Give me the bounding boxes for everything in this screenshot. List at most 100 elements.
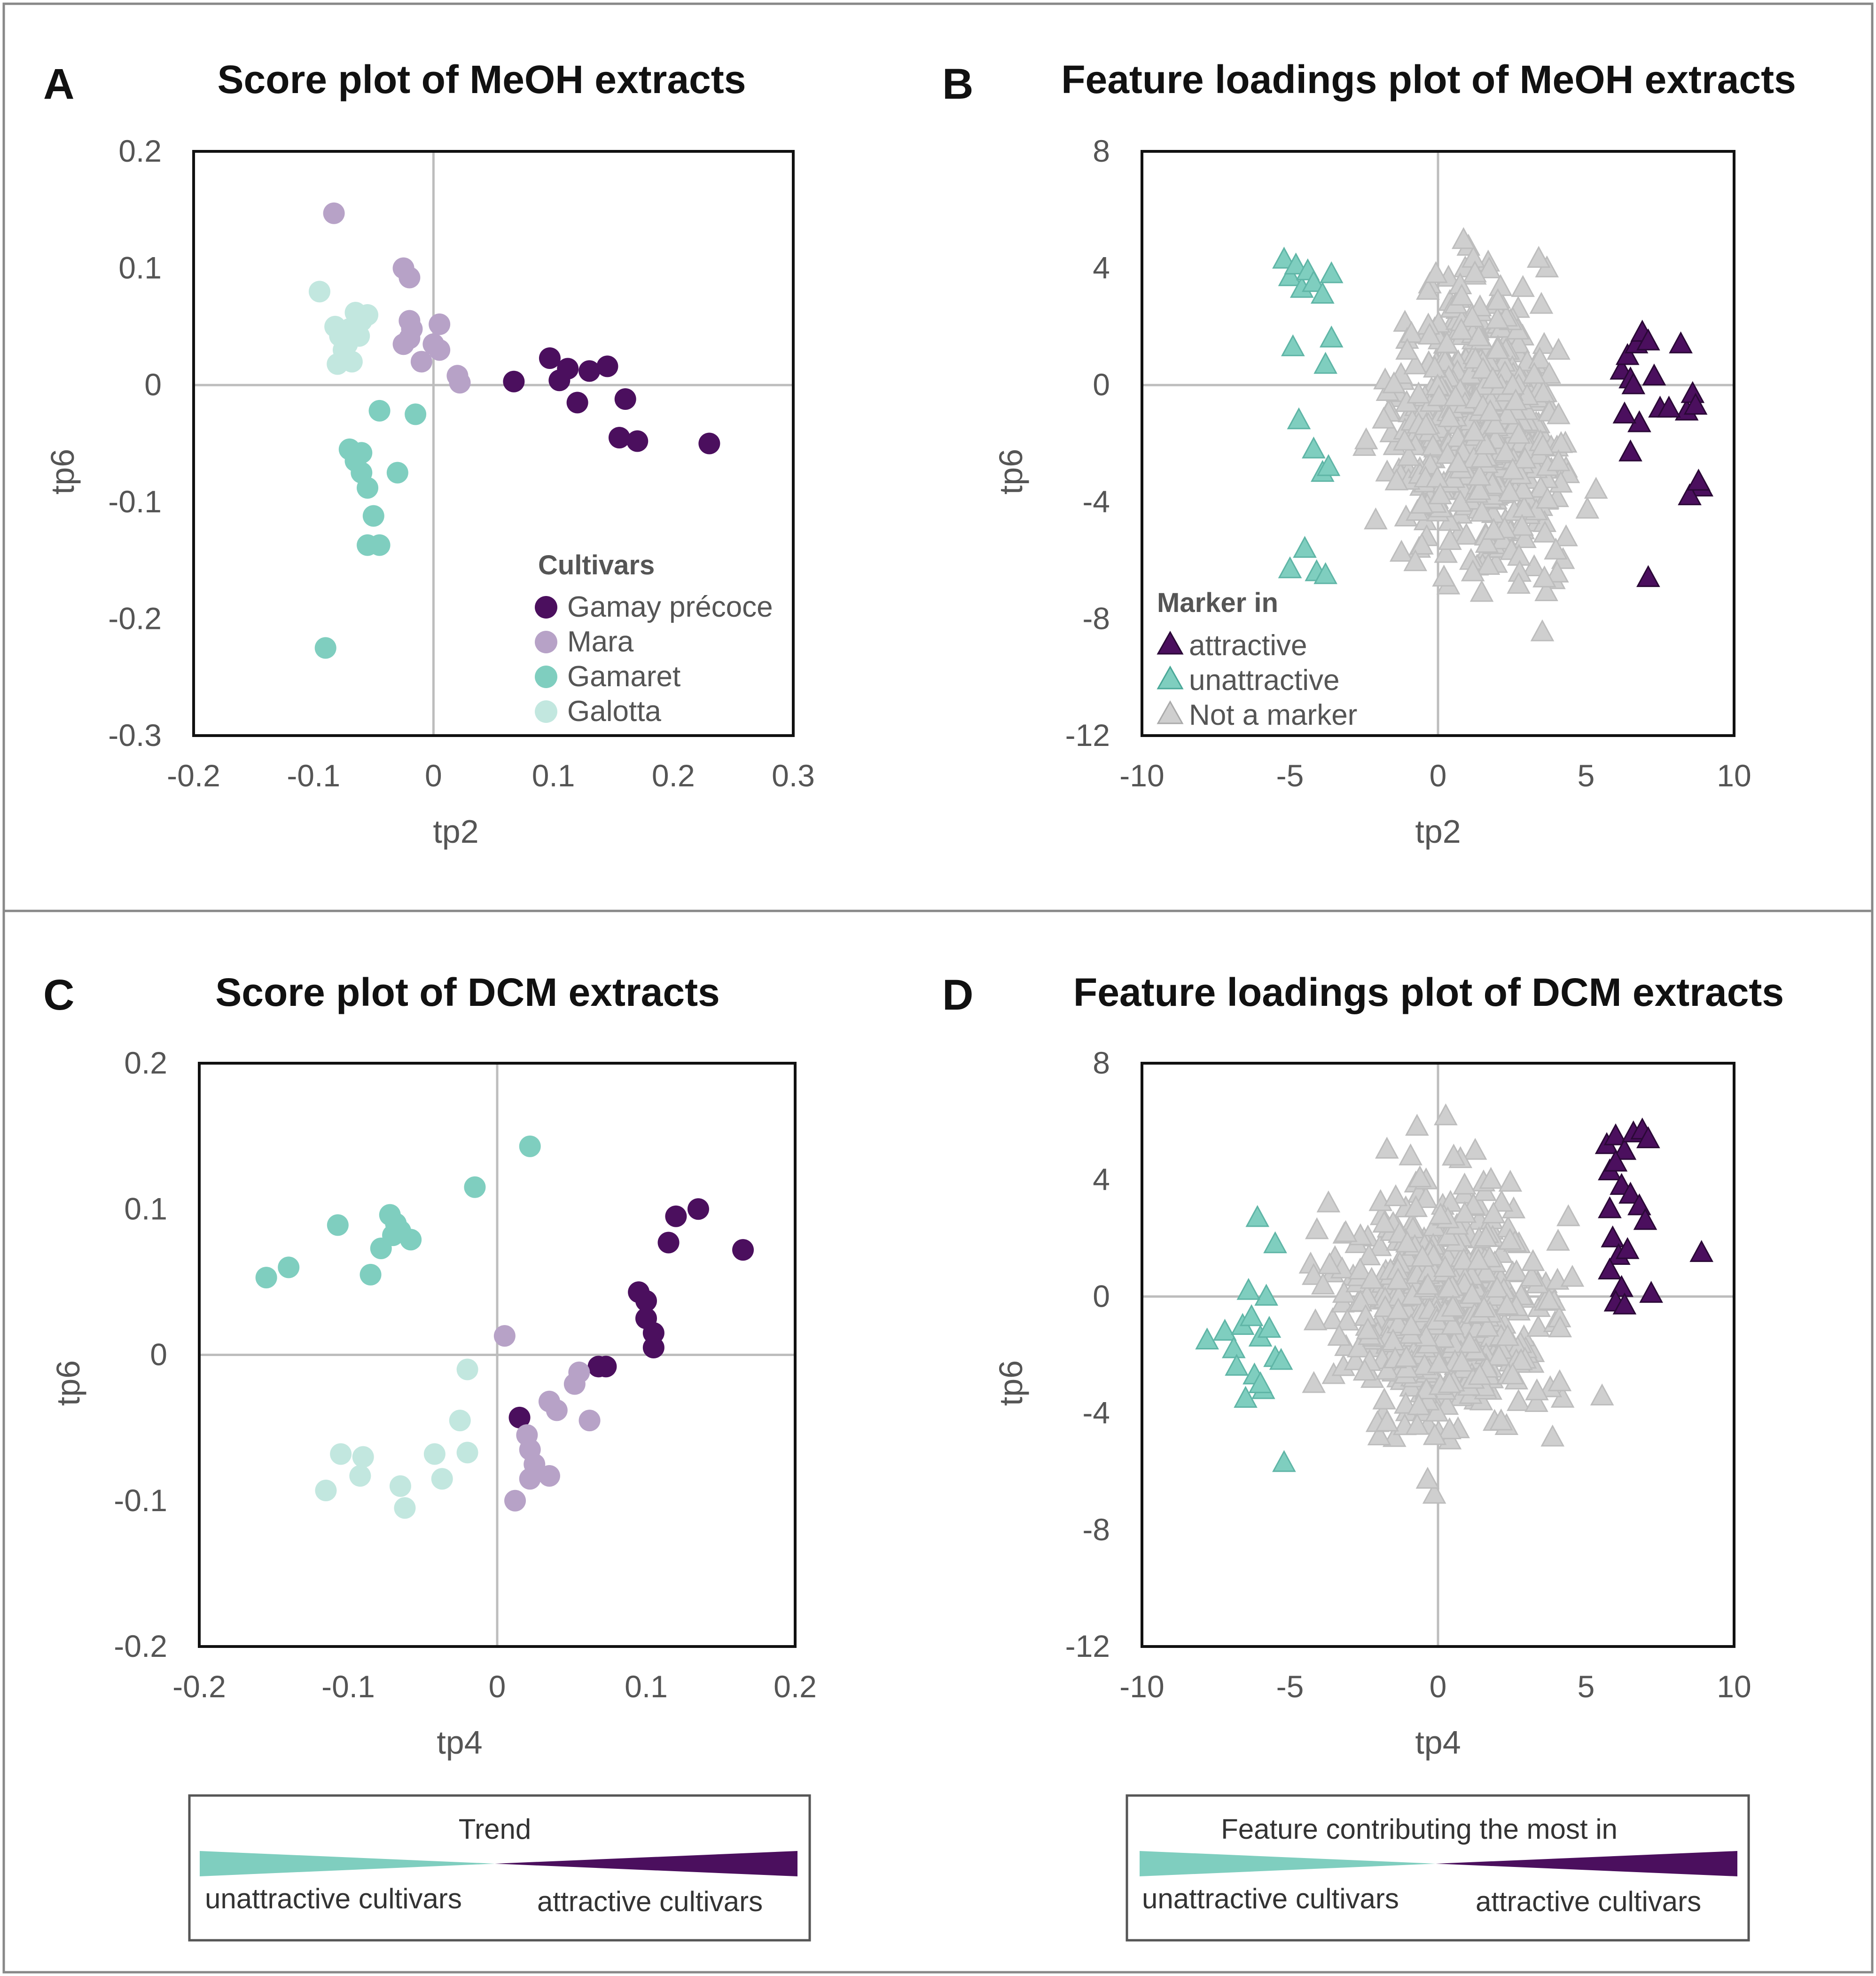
point-attractive — [1612, 1292, 1637, 1315]
not-marker-point — [1547, 449, 1571, 471]
y-tick-label: -0.3 — [108, 718, 162, 753]
not-marker-point — [1410, 492, 1434, 514]
point-unattractive — [1313, 352, 1337, 374]
x-tick-label: 0.2 — [652, 758, 695, 793]
not-marker-point — [1421, 433, 1445, 456]
not-marker-point — [1501, 457, 1525, 480]
not-marker-point — [1450, 1349, 1474, 1372]
feature-left-label: unattractive cultivars — [1142, 1883, 1399, 1914]
legend-marker-galotta — [535, 700, 557, 723]
not-marker-point — [1546, 1229, 1570, 1251]
not-marker-point — [1303, 1308, 1328, 1331]
legend-marker-gamaret — [535, 666, 557, 688]
legend-marker-gamay — [535, 596, 557, 619]
point-gamaret — [519, 1135, 541, 1157]
not-marker-point — [1471, 357, 1495, 379]
point-gamaret — [368, 400, 391, 422]
point-mara — [429, 313, 451, 335]
point-galotta — [357, 304, 379, 326]
not-marker-point — [1346, 1335, 1371, 1357]
not-marker-point — [1408, 1165, 1432, 1187]
point-mara — [429, 339, 451, 361]
point-gamay-pr-coce — [732, 1239, 754, 1261]
point-mara — [578, 1410, 601, 1432]
not-marker-point — [1375, 1409, 1399, 1432]
y-tick-label: -0.1 — [114, 1483, 167, 1518]
point-attractive — [1683, 392, 1708, 415]
not-marker-point — [1501, 1362, 1525, 1385]
not-marker-point — [1449, 318, 1473, 340]
not-marker-point — [1483, 412, 1508, 434]
point-gamay-pr-coce — [608, 427, 630, 449]
point-mara — [504, 1490, 526, 1512]
not-marker-point — [1513, 447, 1537, 469]
not-marker-point — [1590, 1383, 1614, 1406]
point-galotta — [431, 1468, 453, 1490]
point-unattractive — [1302, 436, 1326, 459]
not-marker-point — [1372, 1387, 1397, 1410]
point-unattractive — [1254, 1284, 1278, 1306]
x-tick-label: -10 — [1119, 758, 1164, 793]
x-tick-label: 0.1 — [625, 1669, 668, 1704]
panel-letter-d: D — [942, 971, 973, 1019]
point-gamay-pr-coce — [578, 360, 601, 382]
not-marker-point — [1437, 1276, 1461, 1298]
not-marker-point — [1410, 533, 1434, 555]
not-marker-point — [1460, 1282, 1484, 1304]
not-marker-point — [1485, 306, 1509, 329]
panel-a-plot: -0.2 -0.1 0 0.1 0.2 0.30.20.10-0.1-0.2-0.3tp2… — [44, 133, 815, 850]
not-marker-point — [1481, 366, 1505, 389]
not-marker-point — [1381, 1328, 1405, 1350]
y-axis-label: tp6 — [993, 1360, 1029, 1406]
not-marker-point — [1526, 1315, 1550, 1337]
not-marker-point — [1375, 1137, 1399, 1159]
feature-legend-box: Feature contributing the most in unattra… — [1126, 1794, 1750, 1942]
point-gamaret — [255, 1267, 277, 1289]
point-mara — [493, 1325, 516, 1347]
point-gamay-pr-coce — [642, 1336, 664, 1358]
point-attractive — [1689, 1240, 1714, 1262]
point-galotta — [456, 1442, 478, 1464]
point-unattractive — [1239, 1304, 1264, 1326]
y-tick-label: 0 — [1093, 367, 1110, 402]
not-marker-point — [1476, 1315, 1500, 1337]
point-gamay-pr-coce — [503, 370, 525, 392]
not-marker-point — [1403, 549, 1428, 572]
not-marker-point — [1432, 565, 1456, 587]
not-marker-point — [1416, 278, 1440, 300]
x-axis-label: tp2 — [1415, 813, 1461, 850]
not-marker-point — [1498, 1228, 1522, 1250]
point-attractive — [1615, 1237, 1640, 1259]
not-marker-point — [1509, 1348, 1533, 1370]
not-marker-point — [1305, 1217, 1329, 1239]
not-marker-point — [1316, 1190, 1341, 1213]
not-marker-point — [1521, 1249, 1545, 1271]
not-marker-point — [1334, 1220, 1358, 1242]
x-tick-label: -5 — [1276, 758, 1304, 793]
point-mara — [449, 372, 471, 394]
not-marker-point — [1404, 1195, 1428, 1217]
not-marker-point — [1526, 246, 1551, 268]
legend-marker-in-title: Marker in — [1157, 588, 1278, 618]
panel-b-plot: -10 -5 0 5 10 8 4 0 -4 -8 -12 tp2 tp6 — [993, 133, 1751, 850]
x-tick-label: 0 — [489, 1669, 506, 1704]
not-marker-point — [1372, 1210, 1396, 1233]
point-unattractive — [1221, 1336, 1246, 1358]
not-marker-point — [1403, 352, 1428, 375]
not-marker-point — [1386, 1267, 1410, 1290]
point-mara — [538, 1465, 560, 1487]
x-tick-label: -0.2 — [167, 758, 220, 793]
not-marker-point — [1466, 1247, 1491, 1270]
point-unattractive — [1278, 556, 1302, 579]
not-marker-point — [1507, 1389, 1531, 1411]
not-marker-point — [1335, 1308, 1360, 1331]
not-marker-point — [1540, 1424, 1565, 1447]
point-attractive — [1598, 1257, 1622, 1280]
not-marker-point — [1476, 553, 1501, 575]
y-tick-label: 8 — [1093, 1045, 1110, 1080]
x-tick-label: 0.3 — [772, 758, 815, 793]
not-marker-point — [1438, 1371, 1462, 1393]
not-marker-point — [1436, 442, 1460, 464]
point-mara — [399, 267, 421, 289]
